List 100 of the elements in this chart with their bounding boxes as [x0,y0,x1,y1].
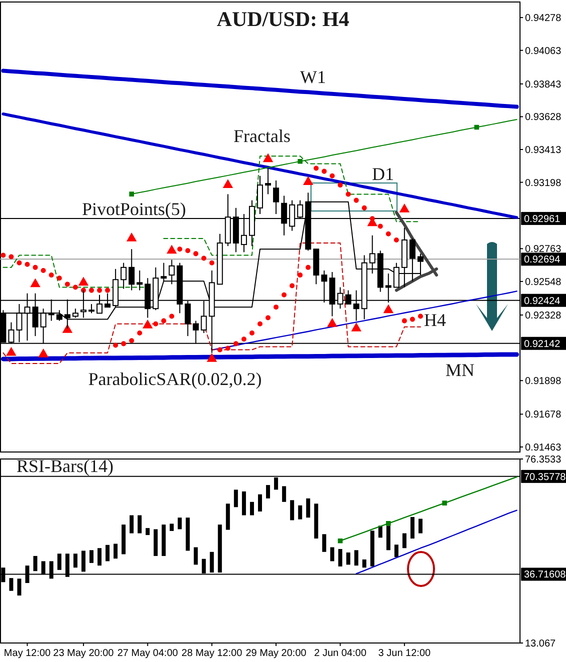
bar [338,548,342,566]
candlestick [393,262,400,288]
y-tick-label: 0.91463 [525,442,562,454]
line-series [2,112,518,220]
y-tick-label: 0.93413 [525,145,562,156]
point [338,182,343,188]
point [298,159,303,164]
bar [57,554,62,570]
annotation: Fractals [234,126,290,146]
y-tick-label: 0.91678 [525,410,562,421]
point [263,154,273,162]
bar [170,524,174,531]
point [185,248,190,254]
point [153,321,158,326]
bar [354,550,358,566]
point [306,264,311,270]
bar [89,550,94,563]
point [166,245,177,254]
point [474,124,480,130]
chart-title: AUD/USD: H4 [216,7,350,31]
point [209,260,214,266]
bar [226,504,230,530]
candlestick [265,168,272,195]
bar [81,550,86,572]
candlestick [369,234,376,274]
point [16,260,22,266]
bar [33,556,38,572]
y-tick-label: 0.92548 [525,276,562,288]
point [0,252,6,258]
x-tick-label: 2 Jun 04:00 [314,648,367,659]
bar [306,498,310,518]
bar [154,529,158,556]
line-series [211,290,518,351]
point [121,341,126,346]
ref-line-label: 0.92694 [524,254,561,266]
annotation: MN [445,360,475,380]
point [314,166,319,171]
bar [258,494,262,512]
point [233,341,238,346]
y-tick-label: 0.93198 [525,178,562,189]
bar [146,528,150,536]
point [282,292,287,298]
ref-line-label: 0.92142 [524,338,561,350]
point [161,318,166,324]
bar [346,552,350,565]
point [193,251,198,256]
bar [250,502,254,516]
point [177,246,182,252]
point [241,336,246,342]
point [56,276,62,281]
bar [98,548,102,566]
line-series [356,510,518,574]
point [96,288,102,293]
point [72,284,78,290]
point [338,538,343,544]
point [137,330,142,336]
point [330,173,335,178]
point [410,316,415,322]
point [126,232,136,242]
annotation: RSI-Bars(14) [16,456,114,476]
x-tick-label: 28 May 12:00 [182,648,243,659]
bar [370,530,374,566]
bar [290,500,294,520]
point [142,320,152,328]
bar [138,515,142,534]
point [88,288,94,293]
point [298,272,303,278]
point [327,318,338,327]
point [105,288,110,293]
point [362,205,367,210]
bar [362,559,366,568]
bar [386,526,390,550]
point [64,282,70,287]
ref-line-label: 0.92961 [524,214,561,225]
candlestick [273,180,280,215]
y-tick-label: 0.94278 [525,13,562,24]
bar [178,518,182,530]
bar [130,515,134,534]
y-tick-label: 0.91898 [525,376,562,388]
bar [418,518,422,534]
point [113,342,118,348]
y-tick-label: 0.94063 [525,46,562,57]
point [223,180,233,188]
x-tick-label: 29 May 20:00 [246,648,307,659]
point [40,268,46,273]
y-tick-label: 0.92763 [525,244,562,256]
line-series [1,68,519,109]
point [386,231,391,236]
point [207,353,217,362]
point [384,304,394,314]
ref-line-label: 0.92424 [524,296,561,307]
point [351,322,362,332]
line-series [2,242,421,364]
bar [322,534,326,552]
point [201,256,206,261]
point [6,347,16,356]
candlestick [409,238,416,282]
annotation: W1 [300,67,326,87]
point [169,314,174,319]
point [266,315,271,320]
